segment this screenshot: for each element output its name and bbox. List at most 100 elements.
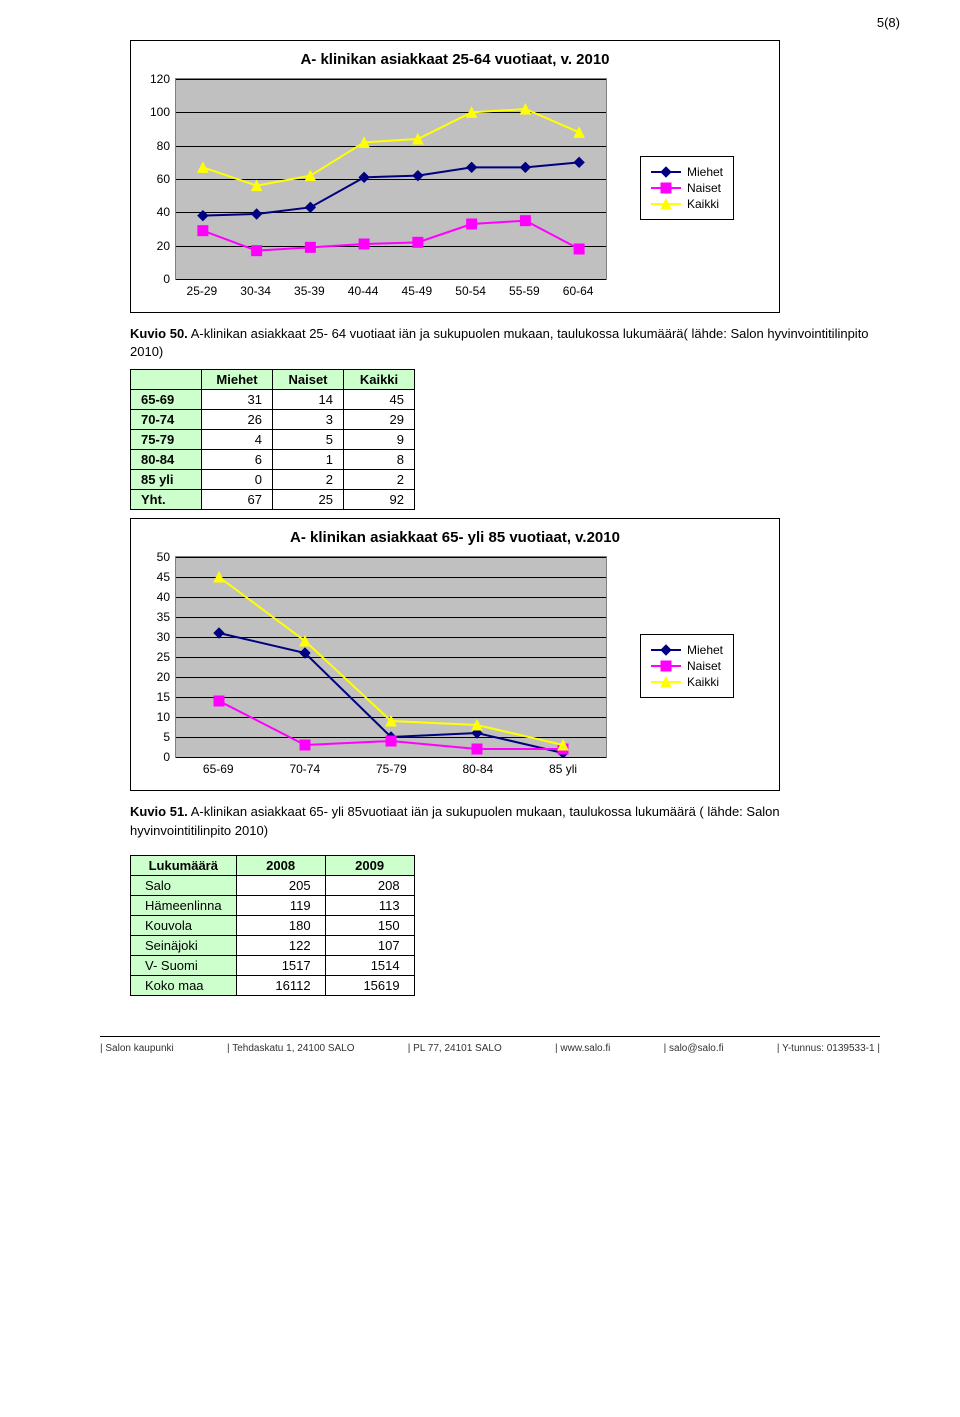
- table-cell: 107: [325, 935, 414, 955]
- footer-item: | salo@salo.fi: [664, 1043, 724, 1054]
- table-cell: 0: [202, 470, 273, 490]
- row-header: 70-74: [131, 410, 202, 430]
- chart2-plot: 0510152025303540455065-6970-7475-7980-84…: [145, 556, 610, 776]
- table-row: Salo205208: [131, 875, 415, 895]
- table-cell: 31: [202, 390, 273, 410]
- table-header: 2008: [236, 855, 325, 875]
- table-cell: 113: [325, 895, 414, 915]
- legend-label: Miehet: [687, 643, 723, 657]
- table-row: Koko maa1611215619: [131, 975, 415, 995]
- table-row: Hämeenlinna119113: [131, 895, 415, 915]
- table-cell: 4: [202, 430, 273, 450]
- table-cell: 180: [236, 915, 325, 935]
- legend-item: Naiset: [651, 659, 723, 673]
- row-header: 75-79: [131, 430, 202, 450]
- legend-label: Kaikki: [687, 197, 719, 211]
- table-cell: 119: [236, 895, 325, 915]
- caption-2: Kuvio 51. A-klinikan asiakkaat 65- yli 8…: [130, 803, 880, 839]
- table-cell: 2: [344, 470, 415, 490]
- row-header: Hämeenlinna: [131, 895, 237, 915]
- table-1: MiehetNaisetKaikki65-6931144570-74263297…: [130, 369, 415, 510]
- chart1-container: A- klinikan asiakkaat 25-64 vuotiaat, v.…: [130, 40, 780, 313]
- legend-label: Naiset: [687, 181, 721, 195]
- legend-item: Naiset: [651, 181, 723, 195]
- caption-2-bold: Kuvio 51.: [130, 804, 188, 819]
- chart1-inner: 02040608010012025-2930-3435-3940-4445-49…: [145, 78, 765, 298]
- table-cell: 205: [236, 875, 325, 895]
- table-header: [131, 370, 202, 390]
- chart1-plot: 02040608010012025-2930-3435-3940-4445-49…: [145, 78, 610, 298]
- table-cell: 5: [273, 430, 344, 450]
- table-row: Yht.672592: [131, 490, 415, 510]
- table-header: Naiset: [273, 370, 344, 390]
- legend-item: Miehet: [651, 165, 723, 179]
- table-cell: 15619: [325, 975, 414, 995]
- table-row: 75-79459: [131, 430, 415, 450]
- table-cell: 208: [325, 875, 414, 895]
- table-row: Seinäjoki122107: [131, 935, 415, 955]
- footer-item: | www.salo.fi: [555, 1043, 610, 1054]
- page: 5(8) A- klinikan asiakkaat 25-64 vuotiaa…: [0, 0, 960, 1074]
- row-header: V- Suomi: [131, 955, 237, 975]
- chart2-legend: Miehet Naiset Kaikki: [640, 634, 734, 698]
- table-row: Kouvola180150: [131, 915, 415, 935]
- table-cell: 122: [236, 935, 325, 955]
- table-header: 2009: [325, 855, 414, 875]
- caption-1-bold: Kuvio 50.: [130, 326, 188, 341]
- row-header: Yht.: [131, 490, 202, 510]
- table-cell: 3: [273, 410, 344, 430]
- table-cell: 2: [273, 470, 344, 490]
- table-cell: 6: [202, 450, 273, 470]
- table-cell: 16112: [236, 975, 325, 995]
- table-cell: 1517: [236, 955, 325, 975]
- table-row: V- Suomi15171514: [131, 955, 415, 975]
- table-cell: 67: [202, 490, 273, 510]
- table-cell: 150: [325, 915, 414, 935]
- table-cell: 1: [273, 450, 344, 470]
- table-2: Lukumäärä20082009Salo205208Hämeenlinna11…: [130, 855, 415, 996]
- footer-item: | PL 77, 24101 SALO: [408, 1043, 502, 1054]
- table-row: 85 yli022: [131, 470, 415, 490]
- legend-item: Kaikki: [651, 675, 723, 689]
- row-header: Kouvola: [131, 915, 237, 935]
- page-number: 5(8): [877, 15, 900, 30]
- row-header: 85 yli: [131, 470, 202, 490]
- row-header: Salo: [131, 875, 237, 895]
- caption-1-text: A-klinikan asiakkaat 25- 64 vuotiaat iän…: [130, 326, 869, 359]
- table-cell: 29: [344, 410, 415, 430]
- chart1-legend: Miehet Naiset Kaikki: [640, 156, 734, 220]
- table-row: 80-84618: [131, 450, 415, 470]
- caption-1: Kuvio 50. A-klinikan asiakkaat 25- 64 vu…: [130, 325, 880, 361]
- page-footer: | Salon kaupunki | Tehdaskatu 1, 24100 SA…: [100, 1036, 880, 1054]
- row-header: 80-84: [131, 450, 202, 470]
- caption-2-text: A-klinikan asiakkaat 65- yli 85vuotiaat …: [130, 804, 780, 837]
- table-header: Kaikki: [344, 370, 415, 390]
- footer-item: | Tehdaskatu 1, 24100 SALO: [227, 1043, 355, 1054]
- legend-label: Miehet: [687, 165, 723, 179]
- legend-label: Kaikki: [687, 675, 719, 689]
- row-header: Seinäjoki: [131, 935, 237, 955]
- chart1-title: A- klinikan asiakkaat 25-64 vuotiaat, v.…: [145, 51, 765, 68]
- table-cell: 92: [344, 490, 415, 510]
- legend-item: Miehet: [651, 643, 723, 657]
- table-cell: 8: [344, 450, 415, 470]
- row-header: Koko maa: [131, 975, 237, 995]
- legend-label: Naiset: [687, 659, 721, 673]
- table-cell: 25: [273, 490, 344, 510]
- table-cell: 9: [344, 430, 415, 450]
- table-header: Miehet: [202, 370, 273, 390]
- chart2-inner: 0510152025303540455065-6970-7475-7980-84…: [145, 556, 765, 776]
- table-row: 65-69311445: [131, 390, 415, 410]
- table-cell: 26: [202, 410, 273, 430]
- chart2-container: A- klinikan asiakkaat 65- yli 85 vuotiaa…: [130, 518, 780, 791]
- row-header: 65-69: [131, 390, 202, 410]
- table-cell: 1514: [325, 955, 414, 975]
- footer-item: | Salon kaupunki: [100, 1043, 174, 1054]
- chart2-title: A- klinikan asiakkaat 65- yli 85 vuotiaa…: [145, 529, 765, 546]
- table-cell: 45: [344, 390, 415, 410]
- legend-item: Kaikki: [651, 197, 723, 211]
- footer-item: | Y-tunnus: 0139533-1 |: [777, 1043, 880, 1054]
- table-cell: 14: [273, 390, 344, 410]
- table-header: Lukumäärä: [131, 855, 237, 875]
- table-row: 70-7426329: [131, 410, 415, 430]
